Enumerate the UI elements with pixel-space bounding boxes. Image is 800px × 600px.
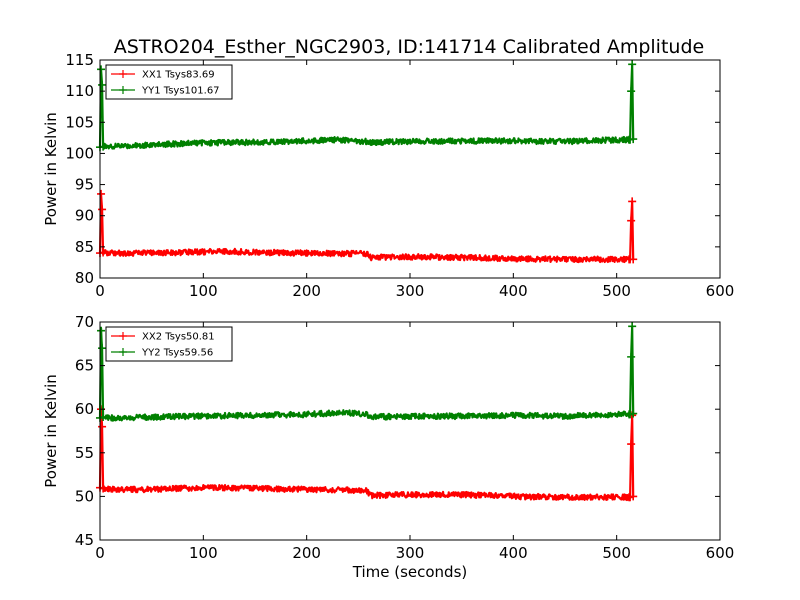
bottom-data-point-marker [629,492,638,501]
bottom-data-point-marker [628,322,637,331]
top-data-point-marker [97,65,106,74]
top-legend-label: XX1 Tsys83.69 [142,70,215,81]
top-y-axis-label: Power in Kelvin [42,112,60,226]
top-series-line [98,63,635,150]
top-data-point-marker [628,60,637,69]
bottom-x-tick-label: 400 [499,544,528,562]
bottom-y-tick-label: 50 [75,487,94,505]
bottom-data-point-marker [627,352,636,361]
bottom-y-tick-label: 70 [75,313,94,331]
bottom-series-1 [96,405,638,502]
top-y-tick-label: 100 [65,144,94,162]
bottom-y-tick-label: 45 [75,531,94,549]
bottom-data-point-marker [97,326,106,335]
bottom-y-axis-label: Power in Kelvin [42,374,60,488]
top-plot: 0 100 200 300 400 500 600 80 85 90 95 100 105 110 115 P… [42,51,734,300]
top-y-tick-label: 80 [75,269,94,287]
top-data-point-marker [628,197,637,206]
bottom-x-tick-label: 0 [95,544,105,562]
bottom-legend-box [105,326,233,362]
top-data-point-marker [98,80,107,89]
bottom-x-tick-label: 600 [706,544,735,562]
top-data-point-marker [97,189,106,198]
bottom-y-tick-label: 55 [75,444,94,462]
top-legend: XX1 Tsys83.69 YY1 Tsys101.67 [105,64,233,100]
bottom-y-tick-label: 60 [75,400,94,418]
top-legend-marker [119,70,127,78]
bottom-series-2 [96,322,638,422]
bottom-data-point-marker [98,344,107,353]
figure-title: ASTRO204_Esther_NGC2903, ID:141714 Calib… [114,36,704,58]
top-legend-marker [119,86,127,94]
top-legend-box [105,64,233,100]
top-series-line [98,192,635,264]
top-y-tick-label: 105 [65,113,94,131]
top-y-tick-label: 90 [75,207,94,225]
top-x-tick-label: 600 [706,282,735,300]
bottom-legend-label: XX2 Tsys50.81 [142,332,215,343]
top-x-tick-label: 500 [602,282,631,300]
bottom-x-tick-label: 500 [602,544,631,562]
bottom-x-axis-label: Time (seconds) [352,563,468,581]
top-data-point-marker [629,255,638,264]
bottom-x-tick-label: 200 [292,544,321,562]
top-y-tick-label: 95 [75,176,94,194]
top-data-point-marker [98,205,107,214]
bottom-series-line [98,325,635,422]
top-data-point-marker [627,216,636,225]
top-x-tick-label: 0 [95,282,105,300]
top-x-tick-label: 300 [396,282,425,300]
bottom-x-tick-label: 100 [189,544,218,562]
bottom-data-point-marker [627,440,636,449]
top-y-tick-label: 85 [75,238,94,256]
top-x-tick-label: 200 [292,282,321,300]
bottom-series-line [98,406,635,502]
bottom-data-point-marker [98,422,107,431]
top-y-tick-label: 115 [65,51,94,69]
bottom-plot: 0 100 200 300 400 500 600 45 50 55 60 65 70 Power in … [42,313,734,581]
bottom-legend: XX2 Tsys50.81 YY2 Tsys59.56 [105,326,233,362]
top-series-2 [96,60,638,152]
bottom-data-point-marker [629,409,638,418]
bottom-legend-label: YY2 Tsys59.56 [141,348,213,359]
top-x-tick-label: 100 [189,282,218,300]
top-y-tick-label: 110 [65,82,94,100]
bottom-legend-marker [119,348,127,356]
bottom-y-tick-label: 65 [75,357,94,375]
bottom-x-tick-label: 300 [396,544,425,562]
top-data-point-marker [629,135,638,144]
bottom-legend-marker [119,332,127,340]
top-legend-label: YY1 Tsys101.67 [141,86,220,97]
top-x-tick-label: 400 [499,282,528,300]
top-series-1 [96,189,638,264]
top-data-point-marker [627,87,636,96]
